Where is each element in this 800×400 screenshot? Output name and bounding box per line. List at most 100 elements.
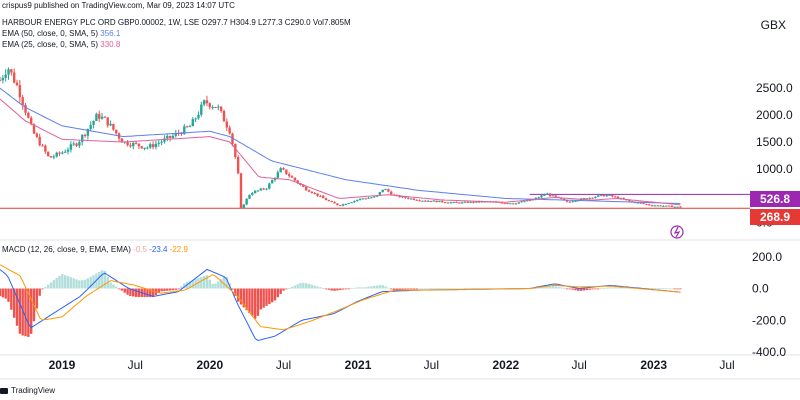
macd-histogram-bar bbox=[27, 288, 30, 337]
macd-histogram-bar bbox=[126, 288, 129, 295]
candle-up bbox=[409, 198, 413, 200]
macd-histogram-bar bbox=[330, 288, 333, 291]
macd-histogram-bar bbox=[1, 288, 5, 298]
candle-up bbox=[543, 194, 546, 196]
macd-label: MACD (12, 26, close, 9, EMA, EMA) bbox=[2, 245, 131, 254]
candle-up bbox=[344, 203, 348, 205]
macd-histogram-bar bbox=[46, 284, 50, 289]
macd-histogram-bar bbox=[200, 277, 203, 289]
vol-label: Vol bbox=[312, 18, 324, 27]
candle-up bbox=[421, 200, 424, 202]
macd-histogram-bar bbox=[219, 279, 223, 289]
macd-histogram-bar bbox=[650, 288, 654, 289]
candle-up bbox=[256, 190, 260, 192]
ema25-legend[interactable]: EMA (25, close, 0, SMA, 5) 330.8 bbox=[2, 40, 120, 49]
macd-histogram-bar bbox=[313, 285, 316, 289]
candle-down bbox=[115, 129, 118, 134]
macd-histogram-bar bbox=[188, 280, 192, 289]
macd-histogram-bar bbox=[588, 288, 591, 290]
candle-down bbox=[49, 156, 53, 158]
candle-down bbox=[287, 174, 291, 177]
candle-up bbox=[69, 144, 73, 150]
candle-down bbox=[659, 205, 662, 207]
candle-down bbox=[322, 195, 325, 199]
macd-histogram-bar bbox=[273, 288, 277, 301]
time-tick-label: Jul bbox=[719, 358, 734, 372]
macd-histogram-bar bbox=[307, 283, 311, 289]
candle-down bbox=[639, 202, 642, 204]
candle-down bbox=[262, 188, 265, 190]
macd-histogram-bar bbox=[625, 287, 628, 289]
candle-down bbox=[412, 198, 416, 200]
candle-down bbox=[112, 123, 115, 130]
macd-histogram-bar bbox=[18, 288, 22, 334]
macd-histogram-bar bbox=[253, 288, 257, 319]
candle-down bbox=[29, 117, 33, 125]
candle-down bbox=[10, 69, 13, 73]
candle-up bbox=[653, 205, 657, 207]
candle-down bbox=[585, 198, 589, 200]
candle-up bbox=[4, 74, 7, 78]
macd-histogram-bar bbox=[608, 287, 611, 289]
macd-histogram-bar bbox=[540, 287, 543, 289]
candle-up bbox=[662, 205, 665, 207]
macd-legend[interactable]: MACD (12, 26, close, 9, EMA, EMA) -0.5 -… bbox=[2, 245, 188, 254]
macd-histogram-bar bbox=[7, 288, 10, 302]
candle-down bbox=[46, 151, 50, 157]
macd-histogram-bar bbox=[441, 288, 444, 290]
tradingview-logo-icon bbox=[0, 387, 8, 394]
macd-histogram-bar bbox=[421, 288, 424, 290]
macd-histogram-bar bbox=[251, 288, 254, 316]
macd-histogram-bar bbox=[597, 288, 600, 290]
candle-up bbox=[676, 206, 679, 208]
macd-histogram-bar bbox=[322, 288, 325, 289]
macd-histogram-bar bbox=[287, 288, 291, 289]
macd-histogram-bar bbox=[415, 288, 418, 290]
macd-histogram-bar bbox=[83, 279, 87, 289]
symbol-header: HARBOUR ENERGY PLC ORD GBP0.00002, 1W, L… bbox=[2, 18, 351, 27]
open-label: O bbox=[201, 18, 208, 27]
macd-histogram-bar bbox=[180, 286, 183, 289]
candle-up bbox=[248, 194, 251, 199]
candle-up bbox=[350, 202, 353, 204]
candle-down bbox=[477, 201, 481, 203]
macd-histogram-bar bbox=[149, 288, 152, 298]
candle-down bbox=[390, 191, 393, 195]
macd-histogram-bar bbox=[341, 288, 345, 290]
macd-histogram-bar bbox=[560, 287, 563, 289]
candle-up bbox=[109, 123, 112, 126]
candle-up bbox=[588, 197, 591, 199]
macd-histogram-bar bbox=[565, 288, 569, 290]
macd-histogram-bar bbox=[134, 288, 138, 297]
candle-up bbox=[72, 143, 75, 145]
candle-down bbox=[429, 200, 433, 202]
macd-histogram-bar bbox=[117, 288, 121, 290]
macd-histogram-bar bbox=[656, 288, 659, 289]
candle-up bbox=[183, 126, 186, 135]
candle-up bbox=[89, 124, 92, 129]
candle-up bbox=[665, 205, 668, 207]
candle-up bbox=[200, 104, 203, 115]
macd-histogram-bar bbox=[599, 288, 603, 290]
candle-up bbox=[545, 193, 549, 195]
macd-histogram-bar bbox=[605, 287, 608, 289]
candle-up bbox=[656, 205, 659, 207]
candle-down bbox=[313, 193, 316, 195]
macd-histogram-bar bbox=[665, 288, 668, 290]
macd-histogram-bar bbox=[151, 288, 155, 298]
ema50-label: EMA (50, close, 0, SMA, 5) bbox=[2, 29, 99, 38]
candle-up bbox=[599, 194, 603, 196]
candle-down bbox=[58, 152, 61, 154]
macd-histogram-bar bbox=[268, 288, 271, 305]
macd-histogram-bar bbox=[174, 288, 177, 290]
candle-up bbox=[537, 197, 540, 199]
candle-up bbox=[597, 195, 600, 197]
macd-histogram-bar bbox=[191, 279, 194, 289]
ema50-legend[interactable]: EMA (50, close, 0, SMA, 5) 356.1 bbox=[2, 29, 120, 38]
candle-down bbox=[628, 200, 631, 202]
macd-line-value: -23.4 bbox=[149, 245, 168, 254]
candle-down bbox=[234, 143, 237, 158]
macd-histogram-bar bbox=[446, 288, 450, 290]
macd-histogram-bar bbox=[49, 282, 53, 289]
